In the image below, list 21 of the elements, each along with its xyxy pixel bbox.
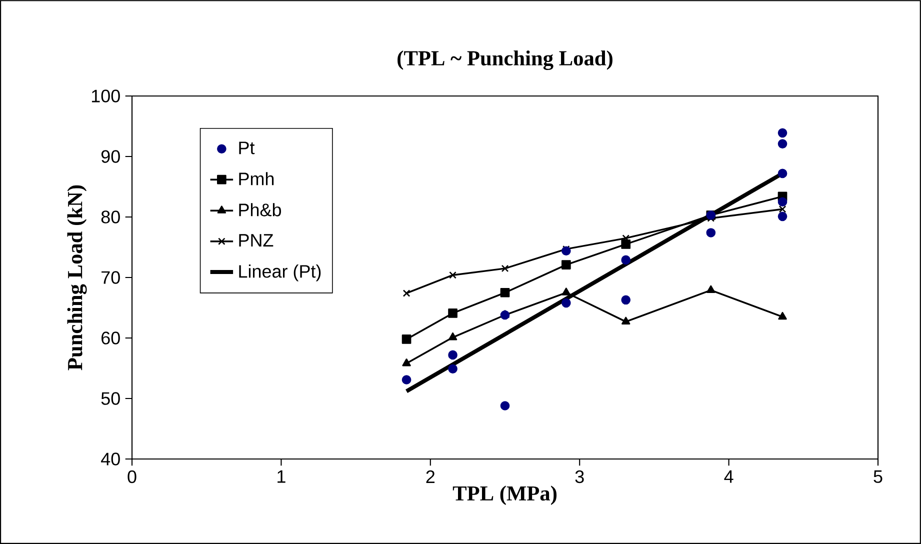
x-tick-label: 0	[128, 470, 136, 484]
y-tick-label: 100	[92, 90, 120, 102]
chart-title: (TPL ~ Punching Load)	[398, 50, 612, 70]
legend-label: Pt	[239, 142, 255, 154]
legend-label: Ph&b	[239, 203, 282, 216]
y-tick-label: 50	[101, 392, 120, 405]
x-tick-label: 1	[278, 470, 286, 483]
legend-label: Linear (Pt)	[239, 264, 321, 282]
x-tick-label: 5	[874, 470, 882, 483]
x-tick-label: 2	[426, 470, 435, 483]
y-tick-label: 60	[102, 332, 120, 344]
x-tick-label: 3	[575, 470, 584, 484]
legend-label: Pmh	[239, 172, 274, 186]
y-tick-label: 80	[101, 210, 120, 224]
legend-label: PNZ	[239, 234, 274, 247]
y-tick-label: 70	[102, 271, 120, 284]
y-axis-title: Punching Load (kN)	[67, 185, 87, 370]
y-tick-label: 40	[101, 452, 120, 466]
x-axis-title: TPL (MPa)	[452, 486, 557, 505]
x-tick-label: 4	[724, 470, 734, 483]
y-tick-label: 90	[101, 150, 120, 163]
